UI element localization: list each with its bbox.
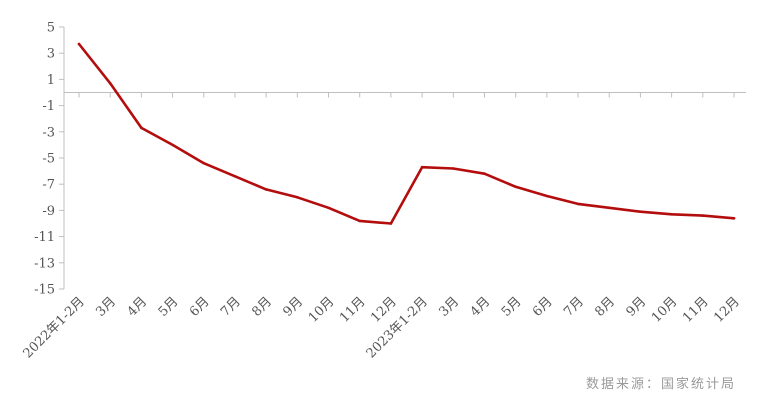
data-point <box>639 210 642 213</box>
x-tick-label: 11月 <box>680 294 711 325</box>
y-tick-label: -13 <box>34 256 55 271</box>
x-tick-label: 12月 <box>711 294 742 325</box>
y-tick-label: -7 <box>42 178 55 193</box>
data-point <box>607 206 611 210</box>
y-tick-label: -3 <box>42 125 55 140</box>
data-point <box>171 143 174 147</box>
x-tick-label: 7月 <box>561 294 587 320</box>
x-tick-label: 3月 <box>436 294 462 320</box>
x-tick-label: 6月 <box>530 294 556 320</box>
y-tick-label: -5 <box>42 152 55 167</box>
data-point <box>108 82 112 85</box>
data-point <box>701 214 705 217</box>
y-tick-label: 1 <box>47 73 55 88</box>
x-tick-label: 8月 <box>592 294 618 320</box>
data-point <box>358 219 362 223</box>
source-note: 数据来源：国家统计局 <box>585 377 736 392</box>
data-point <box>732 217 736 220</box>
y-axis-ticks: 5 3 1 -1 -3 -5 -7 -9 -11 -13 -15 <box>34 21 64 298</box>
x-tick-label: 9月 <box>281 294 307 320</box>
y-tick-label: -1 <box>42 99 55 114</box>
y-tick-label: 3 <box>47 47 55 62</box>
data-point <box>420 165 424 169</box>
x-tick-label: 2022年1-2月 <box>21 294 88 361</box>
y-tick-label: 5 <box>47 21 55 36</box>
data-point <box>389 222 393 225</box>
x-tick-label: 3月 <box>93 294 119 320</box>
data-point <box>576 202 580 206</box>
y-tick-label: -11 <box>34 230 55 245</box>
x-tick-label: 5月 <box>156 294 182 320</box>
data-point <box>77 42 81 46</box>
data-point <box>452 167 455 170</box>
data-point <box>545 194 549 198</box>
x-tick-label: 4月 <box>125 294 151 320</box>
data-point <box>514 185 517 189</box>
y-tick-label: -15 <box>34 283 55 298</box>
x-tick-label: 11月 <box>337 294 368 325</box>
x-tick-label: 9月 <box>624 294 650 320</box>
x-tick-label: 4月 <box>468 294 494 320</box>
data-point <box>327 206 330 210</box>
x-tick-label: 5月 <box>499 294 525 320</box>
x-tick-label: 10月 <box>649 294 680 325</box>
x-tick-label: 6月 <box>187 294 213 320</box>
data-point <box>264 188 268 191</box>
data-point <box>296 196 299 199</box>
data-point <box>233 175 237 178</box>
x-tick-label: 8月 <box>249 294 275 320</box>
series-line <box>77 42 736 225</box>
data-point <box>140 126 143 130</box>
series-group <box>77 42 736 225</box>
data-point <box>483 172 486 175</box>
x-axis-ticks: 2022年1-2月 3月 4月 5月 6月 7月 8月 9月 10月 11月 12月2023年1-2… <box>21 92 743 361</box>
axes <box>63 27 746 289</box>
data-point <box>670 213 673 216</box>
data-point <box>202 161 206 165</box>
x-tick-label: 10月 <box>306 294 337 325</box>
y-tick-label: -9 <box>42 204 55 219</box>
x-tick-label: 7月 <box>218 294 244 320</box>
